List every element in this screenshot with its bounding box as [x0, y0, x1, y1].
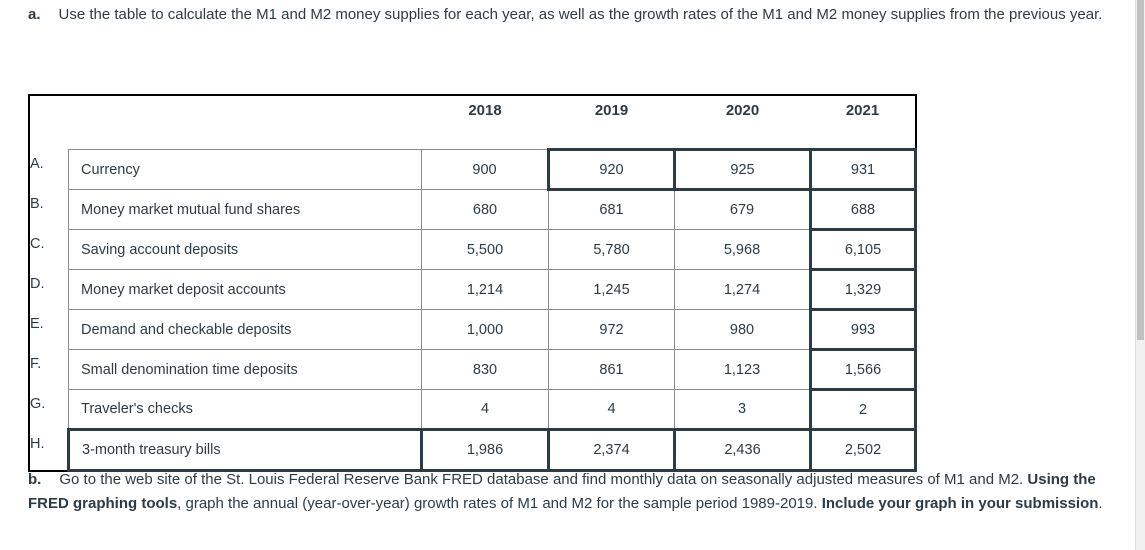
value-cell: 679 [674, 189, 811, 230]
row-label: Money market mutual fund shares [68, 189, 422, 230]
year-header: 2019 [594, 102, 629, 119]
part-a-text: Use the table to calculate the M1 and M2… [58, 6, 1103, 23]
value-cell: 1,245 [548, 269, 675, 310]
row-label: Currency [68, 149, 422, 190]
table-row: D. Money market deposit accounts 1,214 1,24… [29, 268, 917, 311]
header-row: 2018 2019 2020 2021 [29, 95, 916, 150]
value-cell: 2 [809, 388, 917, 431]
value-cell: 920 [547, 148, 676, 191]
value-cell: 980 [674, 309, 811, 350]
value-cell: 2,436 [673, 428, 812, 472]
year-header: 2021 [845, 102, 880, 119]
row-letter: H. [29, 429, 69, 471]
value-cell: 993 [809, 308, 917, 351]
table-row: E. Demand and checkable deposits 1,000 972 9… [29, 308, 917, 351]
part-b-label: b. [28, 471, 42, 488]
value-cell: 6,105 [809, 228, 917, 271]
value-cell: 925 [673, 148, 812, 191]
value-cell: 1,986 [420, 428, 550, 472]
row-letter: F. [29, 349, 69, 390]
row-letter: D. [29, 269, 69, 310]
value-cell: 4 [421, 389, 549, 430]
row-label: Saving account deposits [68, 229, 422, 270]
value-cell: 681 [548, 189, 675, 230]
value-cell: 2,502 [809, 428, 917, 472]
part-a-label: a. [28, 6, 41, 23]
table-row: C. Saving account deposits 5,500 5,780 5,968… [29, 228, 917, 271]
value-cell: 688 [809, 188, 917, 231]
value-cell: 2,374 [547, 428, 676, 472]
value-cell: 680 [421, 189, 549, 230]
table-row: B. Money market mutual fund shares 680 681 6… [29, 188, 917, 231]
value-cell: 4 [548, 389, 675, 430]
value-cell: 1,566 [809, 348, 917, 391]
question-part-a: a. Use the table to calculate the M1 and … [28, 3, 1118, 27]
value-cell: 931 [809, 148, 917, 191]
value-cell: 3 [674, 389, 811, 430]
table-row: G. Traveler's checks 4 4 3 2 [29, 388, 917, 431]
scrollbar-thumb[interactable] [1137, 0, 1144, 340]
row-letter: G. [29, 389, 69, 430]
row-letter: C. [29, 229, 69, 270]
row-label: Small denomination time deposits [68, 349, 422, 390]
question-part-b: b. Go to the web site of the St. Louis Fe… [28, 471, 1103, 512]
row-label: Traveler's checks [68, 389, 422, 430]
table-row: H. 3-month treasury bills 1,986 2,374 2,436 2… [29, 428, 917, 472]
value-cell: 1,274 [674, 269, 811, 310]
value-cell: 5,968 [674, 229, 811, 270]
value-cell: 972 [548, 309, 675, 350]
year-header: 2020 [725, 102, 760, 119]
table-row: A. Currency 900 920 925 931 [29, 148, 917, 191]
value-cell: 5,780 [548, 229, 675, 270]
value-cell: 1,214 [421, 269, 549, 310]
row-letter: B. [29, 189, 69, 230]
year-header: 2018 [468, 102, 502, 119]
value-cell: 1,329 [809, 268, 917, 311]
value-cell: 861 [548, 349, 675, 390]
value-cell: 5,500 [421, 229, 549, 270]
row-label: Demand and checkable deposits [68, 309, 422, 350]
value-cell: 830 [421, 349, 549, 390]
table-row: F. Small denomination time deposits 830 861… [29, 348, 917, 391]
money-supply-table: 2018 2019 2020 2021 A. Currency 900 920 925 9… [28, 94, 917, 472]
row-label: 3-month treasury bills [67, 428, 423, 472]
value-cell: 1,000 [421, 309, 549, 350]
row-letter: A. [29, 149, 69, 190]
value-cell: 900 [421, 149, 549, 190]
scrollbar[interactable] [1135, 0, 1145, 550]
row-label: Money market deposit accounts [68, 269, 422, 310]
value-cell: 1,123 [674, 349, 811, 390]
row-letter: E. [29, 309, 69, 350]
